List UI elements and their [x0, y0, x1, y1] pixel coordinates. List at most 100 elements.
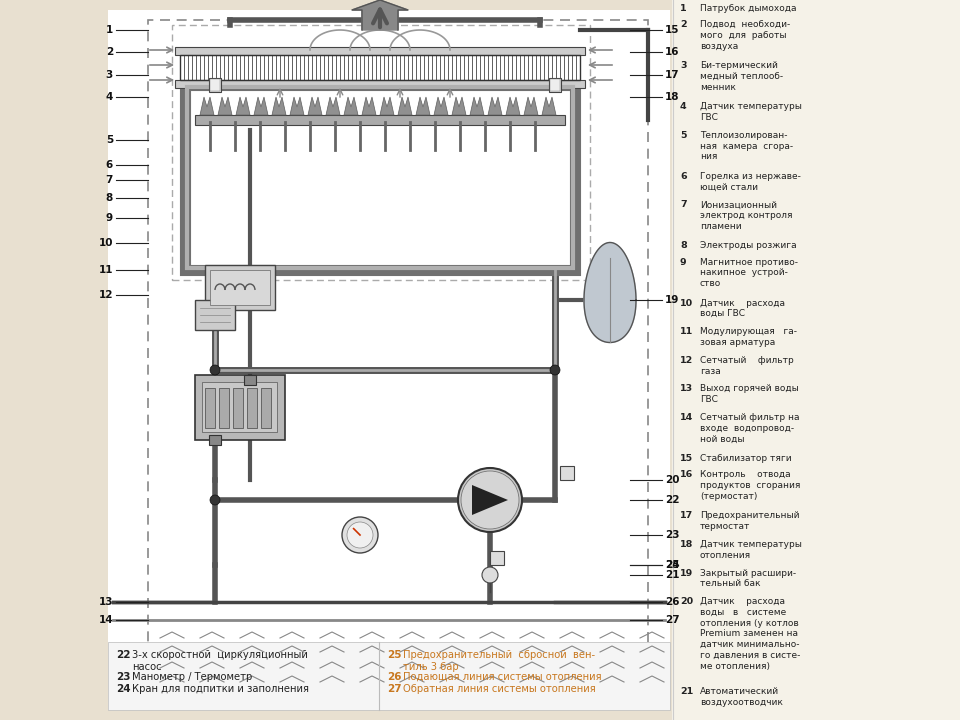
Bar [108, 642, 670, 710]
Text: Би-термический
медный теплооб-
менник: Би-термический медный теплооб- менник [700, 61, 783, 91]
Text: Обратная линия системы отопления: Обратная линия системы отопления [403, 684, 596, 694]
Text: 27: 27 [665, 615, 680, 625]
Text: 3-х скоростной  циркуляционный
насос: 3-х скоростной циркуляционный насос [132, 650, 308, 672]
Text: Датчик температуры
отопления: Датчик температуры отопления [700, 540, 802, 559]
Text: Предохранительный
термостат: Предохранительный термостат [700, 511, 800, 531]
Polygon shape [452, 97, 466, 115]
Text: 15: 15 [665, 25, 680, 35]
Bar [187, 87, 573, 268]
Text: 2: 2 [680, 20, 686, 30]
Text: 25: 25 [387, 650, 401, 660]
Bar [549, 78, 561, 92]
Text: Стабилизатор тяги: Стабилизатор тяги [700, 454, 792, 463]
Text: 12: 12 [680, 356, 693, 365]
Text: 11: 11 [99, 265, 113, 275]
Text: Сетчатый фильтр на
входе  водопровод-
ной воды: Сетчатый фильтр на входе водопровод- ной… [700, 413, 800, 444]
Text: Ионизационный
электрод контроля
пламени: Ионизационный электрод контроля пламени [700, 200, 793, 231]
Polygon shape [236, 97, 250, 115]
Text: 18: 18 [680, 540, 693, 549]
Text: Контроль    отвода
продуктов  сгорания
(термостат): Контроль отвода продуктов сгорания (терм… [700, 470, 801, 501]
Text: 6: 6 [106, 160, 113, 170]
Circle shape [461, 471, 519, 529]
Text: 13: 13 [680, 384, 693, 394]
Polygon shape [200, 97, 214, 115]
Bar [205, 265, 275, 310]
Text: 2: 2 [106, 47, 113, 57]
Text: Закрытый расшири-
тельный бак: Закрытый расшири- тельный бак [700, 569, 796, 588]
Text: Манометр / Термометр: Манометр / Термометр [132, 672, 252, 682]
Text: 8: 8 [106, 193, 113, 203]
Bar [195, 115, 565, 125]
Text: 3: 3 [106, 70, 113, 80]
Polygon shape [362, 97, 376, 115]
Text: 23: 23 [665, 530, 680, 540]
Polygon shape [488, 97, 502, 115]
Polygon shape [290, 97, 304, 115]
Polygon shape [352, 0, 408, 30]
Text: 16: 16 [665, 47, 680, 57]
Polygon shape [272, 97, 286, 115]
Bar [210, 79, 220, 91]
Text: 20: 20 [680, 597, 693, 606]
Text: 9: 9 [680, 258, 686, 266]
Text: Магнитное противо-
накипное  устрой-
ство: Магнитное противо- накипное устрой- ство [700, 258, 798, 288]
Bar [672, 0, 960, 720]
Polygon shape [218, 97, 232, 115]
Polygon shape [584, 243, 636, 343]
Bar [195, 375, 285, 440]
Bar [247, 388, 257, 428]
Bar [244, 375, 256, 385]
Circle shape [482, 567, 498, 583]
Polygon shape [434, 97, 448, 115]
Polygon shape [506, 97, 520, 115]
Text: 3: 3 [680, 61, 686, 71]
Text: 26: 26 [387, 672, 401, 682]
Text: Датчик    расхода
воды   в   системе
отопления (у котлов
Premium заменен на
датч: Датчик расхода воды в системе отопления … [700, 597, 801, 671]
Text: Электроды розжига: Электроды розжига [700, 241, 797, 251]
Text: 5: 5 [106, 135, 113, 145]
Bar [172, 25, 590, 280]
Bar [209, 435, 221, 445]
Text: Автоматический
воздухоотводчик: Автоматический воздухоотводчик [700, 688, 782, 707]
Text: Модулирующая   га-
зовая арматура: Модулирующая га- зовая арматура [700, 327, 797, 347]
Text: 1: 1 [680, 4, 686, 13]
Circle shape [347, 522, 373, 548]
Text: 21: 21 [665, 570, 680, 580]
Bar [560, 466, 574, 480]
Text: 24: 24 [665, 560, 680, 570]
Text: 24: 24 [116, 684, 131, 694]
Text: 7: 7 [106, 175, 113, 185]
Text: 5: 5 [680, 131, 686, 140]
Polygon shape [308, 97, 322, 115]
Bar [195, 300, 235, 330]
Bar [180, 55, 580, 80]
Polygon shape [416, 97, 430, 115]
Text: 16: 16 [680, 470, 693, 480]
Bar [219, 388, 229, 428]
Text: 20: 20 [665, 475, 680, 485]
Text: Датчик    расхода
воды ГВС: Датчик расхода воды ГВС [700, 299, 785, 318]
Bar [205, 388, 215, 428]
Text: Теплоизолирован-
ная  камера  сгора-
ния: Теплоизолирован- ная камера сгора- ния [700, 131, 793, 161]
Circle shape [550, 365, 560, 375]
Text: 14: 14 [680, 413, 693, 422]
Circle shape [210, 365, 220, 375]
Polygon shape [472, 485, 508, 515]
Bar [233, 388, 243, 428]
Text: 15: 15 [680, 454, 693, 463]
Text: 17: 17 [680, 511, 693, 521]
Bar [175, 80, 585, 88]
Text: 10: 10 [99, 238, 113, 248]
Polygon shape [254, 97, 268, 115]
Text: 21: 21 [680, 688, 693, 696]
Text: 25: 25 [665, 560, 680, 570]
Text: 8: 8 [680, 241, 686, 251]
Polygon shape [380, 97, 394, 115]
Text: 17: 17 [665, 70, 680, 80]
Text: 4: 4 [680, 102, 686, 111]
Text: Горелка из нержаве-
ющей стали: Горелка из нержаве- ющей стали [700, 172, 801, 192]
Text: 4: 4 [106, 92, 113, 102]
Text: 22: 22 [116, 650, 131, 660]
Polygon shape [398, 97, 412, 115]
Text: 10: 10 [680, 299, 693, 307]
